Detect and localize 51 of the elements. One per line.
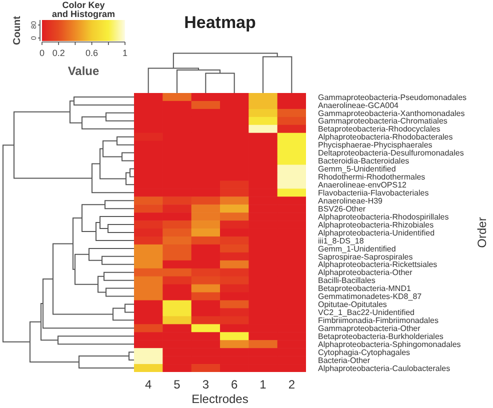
y-tick-label: Gemm_1-Unidentified	[318, 244, 396, 254]
y-tick-label: Alphaproteobacteria-Rhodobacterales	[318, 132, 453, 142]
y-tick-label: VC2_1_Bac22-Unidentified	[318, 308, 415, 318]
y-tick-label: Alphaproteobacteria-Rhizobiales	[318, 220, 434, 230]
y-tick-label: Alphaproteobacteria-Other	[318, 268, 413, 278]
x-tick-label: 5	[174, 378, 181, 392]
x-tick-label: 1	[260, 378, 267, 392]
y-tick-label: Alphaproteobacteria-Unidentified	[318, 228, 435, 238]
y-tick-label: Alphaproteobacteria-Caulobacterales	[318, 364, 450, 373]
y-tick-label: Fimbriimonadia-Fimbriimonadales	[318, 316, 438, 326]
y-tick-label: Gemm_5-Unidentified	[318, 164, 396, 174]
x-tick-label: 3	[202, 378, 210, 392]
y-tick-label: BSV26-Other	[318, 204, 366, 214]
y-tick-label: Betaproteobacteria-Rhodocyclales	[318, 124, 440, 134]
y-tick-label: Anaerolineae-envOPS12	[318, 180, 408, 190]
y-tick-label: Phycisphaerae-Phycisphaerales	[318, 140, 432, 150]
x-axis-title: Electrodes	[192, 392, 248, 406]
y-tick-label: Alphaproteobacteria-Sphingomonadales	[318, 340, 461, 349]
y-tick-label: Bacteria-Other	[318, 356, 370, 365]
y-tick-label: Opitutae-Opitutales	[318, 300, 387, 310]
y-tick-label: Cytophagia-Cytophagales	[318, 348, 410, 357]
y-tick-label: Anaerolineae-H39	[318, 196, 384, 206]
y-tick-label: Bacteroidia-Bacteroidales	[318, 156, 410, 166]
y-tick-label: Gemmatimonadetes-KD8_87	[318, 292, 422, 302]
y-tick-label: Betaproteobacteria-MND1	[318, 284, 412, 294]
y-tick-label: Alphaproteobacteria-Rickettsiales	[318, 260, 438, 270]
x-tick-label: 4	[144, 378, 152, 392]
y-tick-label: Betaproteobacteria-Burkholderiales	[318, 332, 444, 341]
y-tick-label: iii1_8-DS_18	[318, 236, 364, 246]
y-tick-label: Deltaproteobacteria-Desulfuromonadales	[318, 148, 464, 158]
chart-title: Heatmap	[184, 13, 256, 32]
color-bar-label: 0.2	[52, 48, 65, 58]
color-bar-label: 1	[122, 48, 128, 58]
color-bar-title: Value	[68, 64, 100, 78]
y-tick-label: Bacilli-Bacillales	[318, 276, 376, 286]
color-bar-label: 0	[39, 48, 45, 58]
y-tick-label: Gammaproteobacteria-Pseudomonadales	[318, 92, 467, 102]
y-tick-label: Gammaproteobacteria-Other	[318, 324, 421, 333]
y-tick-label: Saprospirae-Saprospirales	[318, 252, 413, 262]
y-tick-label: Rhodothermi-Rhodothermales	[318, 172, 426, 182]
color-bar-label: 0.6	[86, 48, 98, 58]
x-tick-label: 6	[230, 378, 238, 392]
y-tick-label: Gammaproteobacteria-Xanthomonadales	[318, 108, 465, 118]
y-tick-label: Flavobacteriia-Flavobacteriales	[318, 188, 429, 198]
text: Count	[12, 15, 23, 45]
y-tick-label: Alphaproteobacteria-Rhodospirillales	[318, 212, 449, 222]
x-tick-label: 2	[288, 378, 296, 392]
y-tick-label: Anaerolineae-GCA004	[318, 100, 400, 110]
y-axis-title: Order	[475, 217, 489, 248]
legend-title: Color Key and Histogram	[52, 0, 116, 19]
y-tick-label: Gammaproteobacteria-Chromatiales	[318, 116, 448, 126]
